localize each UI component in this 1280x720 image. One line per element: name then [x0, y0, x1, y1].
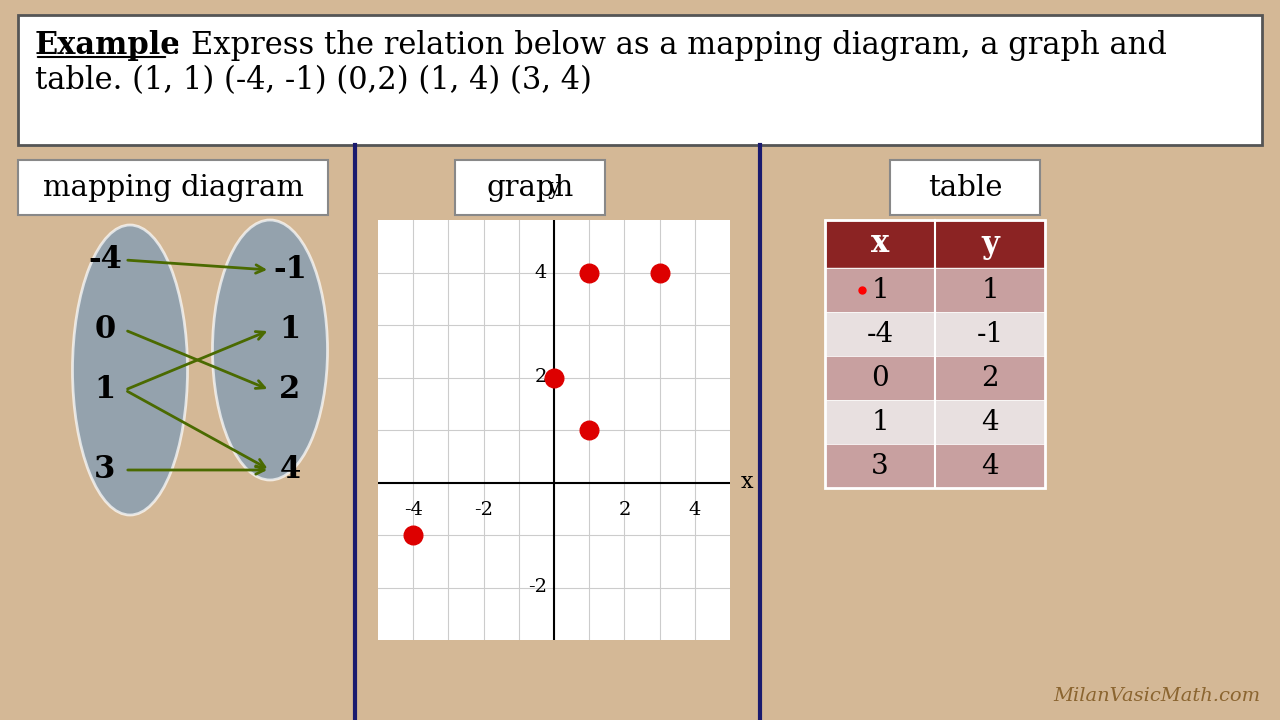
Text: -1: -1	[273, 254, 307, 286]
Text: 2: 2	[535, 369, 547, 387]
Point	[544, 372, 564, 383]
Text: 3: 3	[95, 454, 115, 485]
FancyBboxPatch shape	[934, 268, 1044, 312]
Text: 0: 0	[95, 315, 115, 346]
FancyBboxPatch shape	[934, 312, 1044, 356]
Text: 1: 1	[95, 374, 115, 405]
Text: x: x	[741, 472, 753, 493]
FancyBboxPatch shape	[934, 356, 1044, 400]
Point	[579, 424, 599, 436]
Text: 2: 2	[982, 364, 998, 392]
Text: 3: 3	[872, 452, 888, 480]
Text: 2: 2	[618, 501, 631, 519]
Text: -4: -4	[403, 501, 422, 519]
FancyBboxPatch shape	[934, 400, 1044, 444]
FancyBboxPatch shape	[890, 160, 1039, 215]
Text: : Express the relation below as a mapping diagram, a graph and: : Express the relation below as a mappin…	[172, 30, 1167, 61]
Ellipse shape	[73, 225, 187, 515]
FancyBboxPatch shape	[826, 220, 1044, 268]
Text: MilanVasicMath.com: MilanVasicMath.com	[1053, 687, 1260, 705]
Text: x: x	[870, 228, 890, 259]
FancyBboxPatch shape	[18, 160, 328, 215]
Text: 2: 2	[279, 374, 301, 405]
Point	[579, 266, 599, 278]
Text: 1: 1	[279, 315, 301, 346]
Point	[403, 529, 424, 541]
FancyBboxPatch shape	[826, 268, 934, 312]
Text: Example: Example	[35, 30, 180, 61]
Text: 0: 0	[872, 364, 888, 392]
Text: 4: 4	[982, 408, 998, 436]
Text: y: y	[982, 228, 998, 259]
FancyBboxPatch shape	[934, 444, 1044, 488]
Text: 1: 1	[872, 408, 888, 436]
Text: 4: 4	[279, 454, 301, 485]
Point	[649, 266, 669, 278]
Text: 1: 1	[872, 276, 888, 304]
FancyBboxPatch shape	[454, 160, 605, 215]
FancyBboxPatch shape	[826, 312, 934, 356]
Text: 1: 1	[982, 276, 998, 304]
FancyBboxPatch shape	[18, 15, 1262, 145]
Text: table: table	[928, 174, 1002, 202]
Text: -2: -2	[474, 501, 493, 519]
Text: -1: -1	[977, 320, 1004, 348]
Text: 4: 4	[535, 264, 547, 282]
Ellipse shape	[212, 220, 328, 480]
FancyBboxPatch shape	[826, 400, 934, 444]
Text: -4: -4	[867, 320, 893, 348]
Text: 4: 4	[982, 452, 998, 480]
Text: y: y	[548, 177, 561, 199]
Text: graph: graph	[486, 174, 573, 202]
FancyBboxPatch shape	[826, 444, 934, 488]
Text: 4: 4	[689, 501, 701, 519]
Text: -4: -4	[88, 245, 122, 276]
Text: -2: -2	[527, 578, 547, 596]
FancyBboxPatch shape	[826, 356, 934, 400]
Text: mapping diagram: mapping diagram	[42, 174, 303, 202]
Text: table. (1, 1) (-4, -1) (0,2) (1, 4) (3, 4): table. (1, 1) (-4, -1) (0,2) (1, 4) (3, …	[35, 65, 591, 96]
